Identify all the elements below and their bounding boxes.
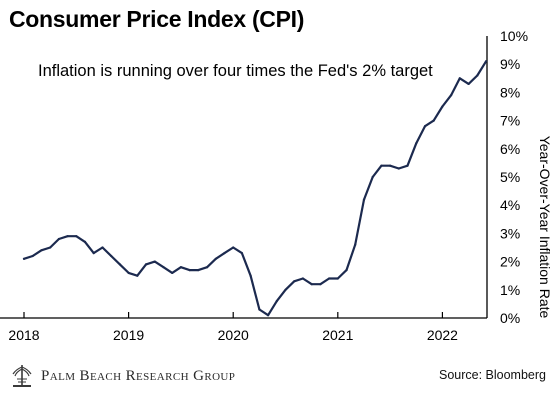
cpi-data-point [380,164,383,167]
cpi-data-point [101,246,104,249]
y-tick-label: 0% [500,310,520,326]
cpi-data-point [49,246,52,249]
cpi-data-point [136,274,139,277]
cpi-data-point [66,235,69,238]
source-note: Source: Bloomberg [438,368,546,382]
cpi-data-point [432,119,435,122]
y-tick-label: 4% [500,197,520,213]
ticks-group: 0% 1% 2% 3% 4% 5% 6% 7% 8% 9% 10% 2018 2019 2020 2021 2… [8,28,528,343]
cpi-data-point [249,274,252,277]
cpi-data-point [415,142,418,145]
cpi-data-point [214,257,217,260]
cpi-data-point [267,314,270,317]
cpi-data-point [197,269,200,272]
cpi-data-point [144,263,148,266]
y-tick-label: 5% [500,169,520,185]
cpi-data-point [406,164,409,167]
cpi-data-point [110,254,113,258]
y-tick-label: 1% [500,282,520,298]
cpi-data-point [275,300,278,303]
cpi-data-point [389,164,392,167]
cpi-data-point [450,94,453,97]
y-tick-label: 10% [500,28,528,44]
cpi-data-point [397,167,400,170]
cpi-data-point [31,254,34,258]
cpi-data-point [371,175,374,179]
cpi-data-point [484,60,488,63]
chart-title: Consumer Price Index (CPI) [9,6,305,32]
cpi-series-line [22,60,488,317]
y-tick-label: 7% [500,113,520,129]
series-group [22,60,488,317]
cpi-data-point [354,243,357,246]
cpi-data-point [476,74,479,77]
cpi-data-point [162,266,165,269]
cpi-data-point [57,237,61,241]
y-tick-label: 3% [500,225,520,241]
cpi-data-point [127,271,130,274]
cpi-data-point [40,249,43,252]
cpi-data-point [118,263,121,266]
cpi-data-point [240,252,243,255]
x-tick-label: 2022 [427,327,458,343]
cpi-data-point [92,252,95,255]
y-tick-label: 9% [500,56,520,72]
cpi-data-point [319,283,322,286]
cpi-data-point [328,277,331,280]
cpi-data-point [223,252,226,255]
cpi-data-point [293,280,296,283]
axes-group [0,36,488,319]
cpi-data-point [258,308,261,311]
cpi-data-point [336,277,339,280]
brand-footer: Palm Beach Research Group [10,362,235,390]
cpi-data-point [423,125,427,128]
cpi-data-point [362,198,366,201]
x-tick-label: 2019 [113,327,144,343]
cpi-data-point [83,240,87,243]
brand-logo-icon [12,365,32,387]
cpi-data-point [441,105,444,108]
x-tick-label: 2020 [218,327,249,343]
x-tick-label: 2021 [322,327,353,343]
y-tick-label: 2% [500,254,520,270]
cpi-data-point [206,266,209,269]
cpi-data-point [75,235,78,238]
chart-annotation: Inflation is running over four times the… [38,62,433,80]
cpi-data-point [179,266,182,269]
y-axis-label: Year-Over-Year Inflation Rate [537,136,553,319]
brand-name: Palm Beach Research Group [41,367,236,384]
cpi-data-point [232,246,235,249]
x-tick-label: 2018 [8,327,39,343]
cpi-data-point [171,271,174,274]
y-tick-label: 6% [500,141,520,157]
cpi-data-point [345,269,348,272]
cpi-data-point [310,283,313,286]
cpi-data-point [458,77,461,80]
cpi-data-point [301,277,304,280]
cpi-data-point [467,82,470,85]
cpi-data-point [188,269,191,272]
cpi-data-point [22,257,26,260]
y-tick-label: 8% [500,84,520,100]
cpi-data-point [153,260,156,263]
cpi-data-point [284,288,287,291]
